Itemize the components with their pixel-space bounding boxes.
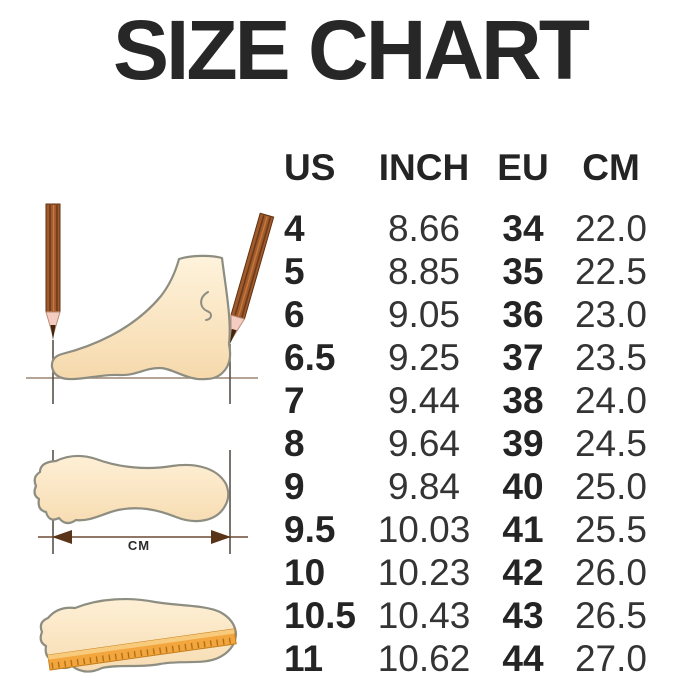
table-row: 10 10.23 42 26.0 — [284, 551, 656, 594]
cell-cm: 26.0 — [574, 551, 647, 593]
page-title: SIZE CHART — [113, 3, 590, 97]
footprint-length-cm-illustration — [33, 450, 248, 554]
size-table: US INCH EU CM 4 8.66 34 22.0 5 8.85 35 22.5 6 9.0… — [284, 146, 656, 680]
cell-us: 6 — [284, 293, 305, 335]
cell-inch: 10.23 — [377, 551, 471, 593]
table-row: 6 9.05 36 23.0 — [284, 293, 656, 336]
cell-eu: 37 — [502, 336, 544, 378]
cell-eu: 40 — [502, 465, 544, 507]
cell-eu: 39 — [502, 422, 544, 464]
table-row: 6.5 9.25 37 23.5 — [284, 336, 656, 379]
cell-inch: 9.44 — [387, 379, 460, 421]
cell-eu: 38 — [502, 379, 544, 421]
cell-eu: 41 — [502, 508, 544, 550]
cell-us: 10.5 — [284, 594, 357, 636]
cell-cm: 22.5 — [574, 250, 647, 292]
cell-cm: 24.5 — [574, 422, 647, 464]
foot-outline — [50, 254, 232, 381]
cell-us: 8 — [284, 422, 305, 464]
cell-eu: 34 — [502, 207, 544, 249]
cell-eu: 44 — [502, 637, 544, 679]
cell-us: 9.5 — [284, 508, 336, 550]
cell-inch: 8.66 — [387, 207, 460, 249]
cm-arrow — [38, 530, 248, 544]
header-row: US INCH EU CM — [284, 146, 656, 189]
left-pencil-icon — [45, 203, 61, 340]
cell-cm: 23.5 — [574, 336, 647, 378]
table-row: 9.5 10.03 41 25.5 — [284, 508, 656, 551]
cell-cm: 25.5 — [574, 508, 647, 550]
cell-inch: 10.62 — [377, 637, 471, 679]
cell-cm: 26.5 — [574, 594, 647, 636]
table-row: 10.5 10.43 43 26.5 — [284, 594, 656, 637]
table-row: 9 9.84 40 25.0 — [284, 465, 656, 508]
table-row: 8 9.64 39 24.5 — [284, 422, 656, 465]
cell-us: 7 — [284, 379, 305, 421]
cell-us: 11 — [284, 637, 324, 679]
cell-us: 4 — [284, 207, 305, 249]
table-row: 5 8.85 35 22.5 — [284, 250, 656, 293]
cell-eu: 36 — [502, 293, 544, 335]
cell-eu: 43 — [502, 594, 544, 636]
foot-side-measure-illustration — [26, 203, 275, 404]
table-row: 7 9.44 38 24.0 — [284, 379, 656, 422]
cell-us: 10 — [284, 551, 326, 593]
footprint-ruler-illustration — [39, 597, 238, 673]
cell-eu: 35 — [502, 250, 544, 292]
column-header-eu: EU — [497, 146, 549, 188]
cell-cm: 22.0 — [574, 207, 647, 249]
cell-us: 6.5 — [284, 336, 336, 378]
cell-inch: 9.05 — [387, 293, 460, 335]
column-header-us: US — [284, 146, 336, 188]
cell-us: 9 — [284, 465, 305, 507]
cell-cm: 24.0 — [574, 379, 647, 421]
column-header-cm: CM — [582, 146, 640, 188]
cell-cm: 25.0 — [574, 465, 647, 507]
cell-inch: 9.84 — [387, 465, 460, 507]
cell-inch: 8.85 — [387, 250, 460, 292]
column-header-inch: INCH — [378, 146, 470, 188]
cell-cm: 27.0 — [574, 637, 647, 679]
ruler-icon — [47, 628, 237, 671]
ankle-mark — [200, 291, 212, 321]
footprint-outline — [33, 454, 230, 525]
right-pencil-icon — [230, 212, 275, 344]
cell-inch: 10.03 — [377, 508, 471, 550]
cell-us: 5 — [284, 250, 305, 292]
cm-arrow-label: CM — [127, 538, 151, 553]
table-row: 4 8.66 34 22.0 — [284, 207, 656, 250]
cell-inch: 9.25 — [387, 336, 460, 378]
cell-inch: 10.43 — [377, 594, 471, 636]
cell-cm: 23.0 — [574, 293, 647, 335]
cell-eu: 42 — [502, 551, 544, 593]
cell-inch: 9.64 — [387, 422, 460, 464]
table-row: 11 10.62 44 27.0 — [284, 637, 656, 680]
size-table-body: 4 8.66 34 22.0 5 8.85 35 22.5 6 9.05 36 23.0 6.5 9.25… — [284, 207, 656, 680]
